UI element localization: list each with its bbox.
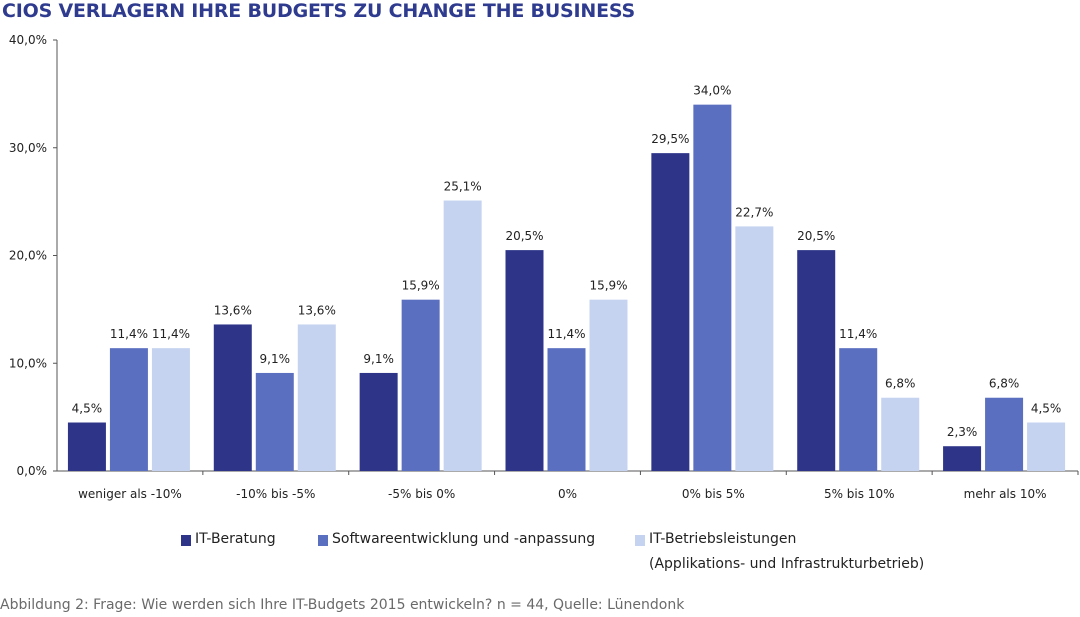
data-label: 11,4% [152, 327, 190, 341]
data-label: 20,5% [505, 229, 543, 243]
bar [505, 250, 544, 471]
bar [547, 348, 586, 471]
bar [943, 446, 982, 471]
data-label: 13,6% [214, 303, 252, 317]
legend-swatch [181, 535, 191, 546]
data-label: 25,1% [444, 180, 482, 194]
y-tick-label: 10,0% [9, 356, 47, 370]
y-tick-label: 30,0% [9, 141, 47, 155]
bar-chart: 0,0% 10,0% 20,0% 30,0% 40,0% 4,5% 11,4% 11,4% we… [9, 33, 1079, 501]
bar [255, 372, 294, 471]
x-tick-label: mehr als 10% [964, 487, 1047, 501]
data-label: 11,4% [547, 327, 585, 341]
legend-swatch [635, 535, 645, 546]
figure-caption: Abbildung 2: Frage: Wie werden sich Ihre… [0, 597, 685, 613]
bar [693, 104, 732, 472]
bar [985, 397, 1024, 471]
bar [151, 348, 190, 471]
x-tick-label: 0% [558, 487, 577, 501]
bar [1027, 422, 1066, 471]
data-label: 2,3% [947, 425, 978, 439]
bar [881, 397, 920, 471]
bar [109, 348, 148, 471]
data-label: 22,7% [735, 205, 773, 219]
data-label: 11,4% [110, 327, 148, 341]
x-tick-label: -5% bis 0% [388, 487, 455, 501]
y-tick-label: 20,0% [9, 249, 47, 263]
bar [651, 153, 690, 471]
bar [297, 324, 336, 471]
data-label: 15,9% [589, 279, 627, 293]
legend-swatch [318, 535, 328, 546]
data-label: 20,5% [797, 229, 835, 243]
y-tick-label: 40,0% [9, 33, 47, 47]
bar [443, 200, 482, 472]
bar [797, 250, 836, 471]
data-label: 4,5% [72, 402, 103, 416]
data-label: 29,5% [651, 132, 689, 146]
legend-label: IT-Beratung [195, 531, 276, 547]
legend-label: IT-Betriebsleistungen [649, 531, 797, 547]
y-tick-label: 0,0% [17, 464, 48, 478]
data-label: 13,6% [298, 303, 336, 317]
data-label: 15,9% [402, 279, 440, 293]
bar [67, 422, 106, 471]
legend-label: Softwareentwicklung und -anpassung [332, 531, 596, 547]
data-label: 9,1% [363, 352, 394, 366]
bar [401, 299, 440, 471]
x-tick-label: 5% bis 10% [824, 487, 895, 501]
data-label: 11,4% [839, 327, 877, 341]
bar [735, 226, 774, 471]
bar [213, 324, 252, 471]
data-label: 4,5% [1031, 402, 1062, 416]
data-label: 9,1% [260, 352, 291, 366]
bar [839, 348, 878, 471]
legend-label-line2: (Applikations- und Infrastrukturbetrieb) [649, 556, 925, 572]
chart-title: CIOS VERLAGERN IHRE BUDGETS ZU CHANGE TH… [2, 0, 635, 22]
data-label: 6,8% [885, 377, 916, 391]
x-tick-label: 0% bis 5% [682, 487, 745, 501]
data-label: 34,0% [693, 84, 731, 98]
bar [589, 299, 628, 471]
data-label: 6,8% [989, 377, 1020, 391]
bar [359, 372, 398, 471]
x-tick-label: -10% bis -5% [236, 487, 315, 501]
x-tick-label: weniger als -10% [78, 487, 182, 501]
